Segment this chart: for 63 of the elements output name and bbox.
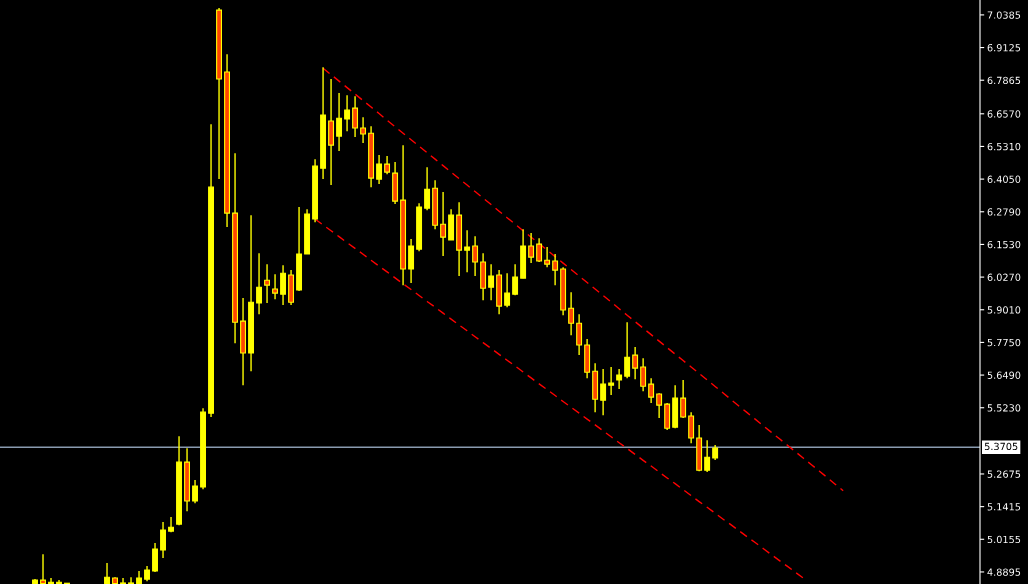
- line-series: [314, 218, 804, 579]
- ref-line-label: 5.3705: [984, 442, 1018, 451]
- candlestick: [40, 553, 46, 584]
- y-tick-label: 6.0270: [987, 273, 1021, 281]
- candlestick: [600, 368, 607, 416]
- y-tick-label: 6.9125: [987, 44, 1021, 52]
- y-tick-label: 6.1530: [987, 240, 1021, 249]
- candlestick: [440, 191, 447, 257]
- candlestick: [256, 252, 263, 315]
- candlestick: [464, 229, 471, 273]
- candlestick: [408, 238, 415, 284]
- candlestick: [128, 576, 134, 584]
- line-series: [322, 67, 844, 492]
- y-tick-label: 6.2790: [987, 208, 1021, 216]
- candlestick: [272, 273, 279, 300]
- candlestick: [568, 291, 575, 336]
- candlestick: [680, 379, 687, 419]
- y-tick-label: 5.2675: [987, 470, 1021, 478]
- candlestick: [48, 577, 54, 584]
- y-tick-label: 6.6570: [987, 110, 1021, 118]
- candlestick: [656, 392, 663, 419]
- candlestick: [688, 411, 695, 444]
- candlestick: [280, 264, 287, 306]
- y-tick-label: 5.9010: [987, 306, 1021, 314]
- y-tick-label: 5.0155: [987, 535, 1021, 544]
- y-tick-label: 6.7865: [987, 76, 1021, 85]
- candlestick: [120, 577, 126, 584]
- candlestick: [488, 263, 495, 301]
- candlestick: [424, 166, 431, 211]
- candlestick: [616, 368, 623, 390]
- candlestick: [360, 116, 367, 144]
- candlestick: [168, 516, 174, 533]
- y-tick-label: 5.7750: [987, 338, 1021, 347]
- candlestick: [576, 313, 583, 356]
- candlestick: [472, 235, 479, 277]
- candlestick: [160, 521, 166, 559]
- candlestick: [648, 377, 655, 404]
- candlestick: [192, 479, 198, 504]
- candlestick: [608, 366, 615, 396]
- candlestick: [152, 542, 158, 573]
- candlestick: [552, 253, 559, 286]
- y-tick-label: 5.5230: [987, 404, 1021, 412]
- y-tick-label: 6.5310: [987, 142, 1021, 151]
- candlestick: [624, 321, 631, 379]
- candlestick: [528, 232, 535, 264]
- candlestick: [512, 263, 519, 296]
- candlestick: [384, 155, 391, 175]
- candlestick: [264, 263, 271, 304]
- candlestick: [344, 94, 351, 132]
- y-tick-label: 7.0385: [987, 11, 1021, 19]
- candlestick: [376, 154, 383, 185]
- y-tick-label: 5.6490: [987, 371, 1021, 379]
- y-tick-label: 4.8895: [987, 568, 1021, 576]
- candlestick: [640, 357, 647, 392]
- candlestick: [544, 246, 551, 268]
- y-tick-label: 6.4050: [987, 175, 1021, 183]
- candlestick: [704, 439, 711, 473]
- candlestick: [632, 346, 639, 380]
- y-tick-label: 5.1415: [987, 503, 1021, 511]
- candlestick: [504, 272, 511, 308]
- candlestick: [352, 95, 359, 138]
- candlestick: [104, 562, 110, 584]
- candlestick: [336, 92, 343, 152]
